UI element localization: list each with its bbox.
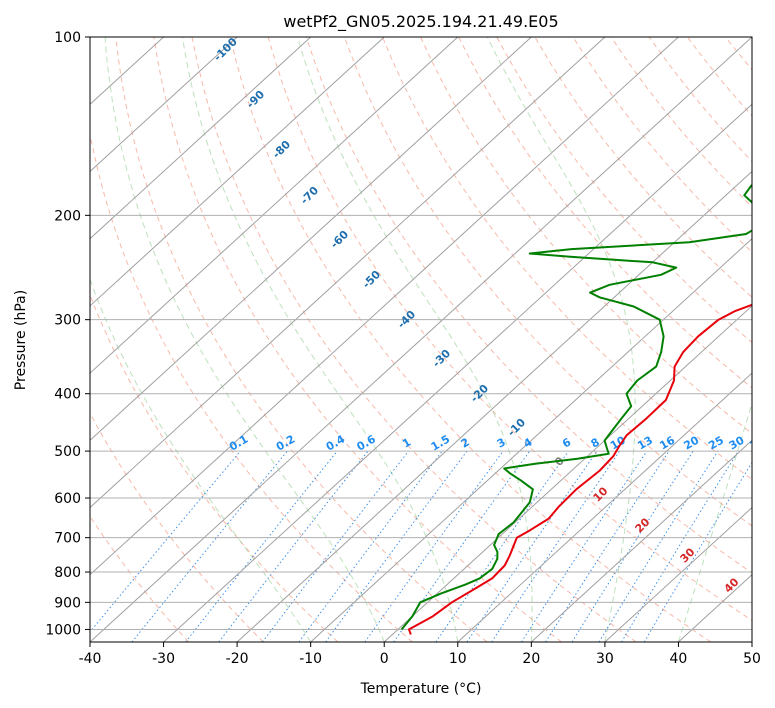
x-tick-label: 0 (380, 651, 389, 667)
y-axis: 1000 900 800 700 600 500 400 300 200 100 (45, 30, 90, 638)
y-axis-label: Pressure (hPa) (13, 290, 29, 390)
y-tick-label: 1000 (45, 622, 81, 638)
x-tick-label: 50 (743, 651, 761, 667)
dry-adiabat-line (458, 37, 752, 389)
x-axis-label: Temperature (°C) (360, 681, 482, 697)
moist-adiabat-line (297, 37, 533, 642)
isotherm-line (90, 37, 385, 307)
isotherm-line (90, 37, 238, 173)
isotherm-line (751, 641, 752, 642)
y-tick-label: 300 (54, 313, 81, 329)
isotherm-line (457, 372, 752, 642)
moist-adiabat-line (182, 37, 459, 642)
dewpoint-profile (400, 184, 752, 631)
isotherm-line (90, 37, 679, 576)
isotherm-line (90, 37, 752, 642)
dry-adiabat-line (90, 293, 339, 642)
x-tick-label: 40 (670, 651, 688, 667)
dry-adiabat-line (90, 412, 264, 642)
x-tick-label: 30 (596, 651, 614, 667)
dry-adiabat-line (90, 515, 190, 642)
isotherm-line (90, 37, 312, 240)
moist-adiabat-line (104, 37, 385, 642)
x-tick-label: -30 (152, 651, 175, 667)
dry-adiabat-line (153, 37, 562, 642)
isotherm-line (604, 506, 752, 642)
chart-title: wetPf2_GN05.2025.194.21.49.E05 (283, 12, 558, 32)
y-tick-label: 100 (54, 30, 81, 46)
isotherm-line (383, 305, 752, 642)
dry-adiabat-line (267, 37, 752, 622)
x-axis: -40 -30 -20 -10 0 10 20 30 40 50 (79, 642, 761, 667)
dry-adiabat-line (115, 37, 488, 642)
x-tick-label: 20 (522, 651, 540, 667)
isotherm-line (90, 37, 606, 509)
moist-adiabat-line (486, 37, 636, 642)
moist-adiabat-line (677, 401, 752, 642)
y-tick-label: 200 (54, 208, 81, 224)
y-tick-label: 500 (54, 444, 81, 460)
y-tick-label: 900 (54, 595, 81, 611)
y-tick-label: 700 (54, 531, 81, 547)
plot-frame (89, 36, 753, 643)
background-lines (90, 37, 775, 642)
dry-adiabat-line (191, 37, 637, 642)
x-tick-label: 10 (449, 651, 467, 667)
isotherm-line (310, 238, 752, 642)
y-tick-label: 400 (54, 387, 81, 403)
dry-adiabat-line (764, 37, 775, 642)
x-tick-label: -20 (226, 651, 249, 667)
temperature-profile (408, 303, 752, 635)
isotherm-line (163, 103, 752, 642)
mixing-ratio-label: 36 (747, 433, 767, 452)
x-tick-label: -10 (299, 651, 322, 667)
isotherm-line (236, 170, 752, 642)
isotherm-line (90, 37, 532, 441)
plot-area: 0.1 0.2 0.4 0.6 1 1.5 2 3 4 6 8 10 13 16 20 25 30 36-100-… (90, 37, 775, 642)
dry-adiabat-line (496, 37, 752, 344)
y-tick-label: 800 (54, 565, 81, 581)
isotherm-line (90, 37, 459, 374)
dry-adiabat-line (305, 37, 752, 574)
x-tick-label: -40 (79, 651, 102, 667)
y-tick-label: 600 (54, 491, 81, 507)
isotherm-line (530, 439, 752, 642)
